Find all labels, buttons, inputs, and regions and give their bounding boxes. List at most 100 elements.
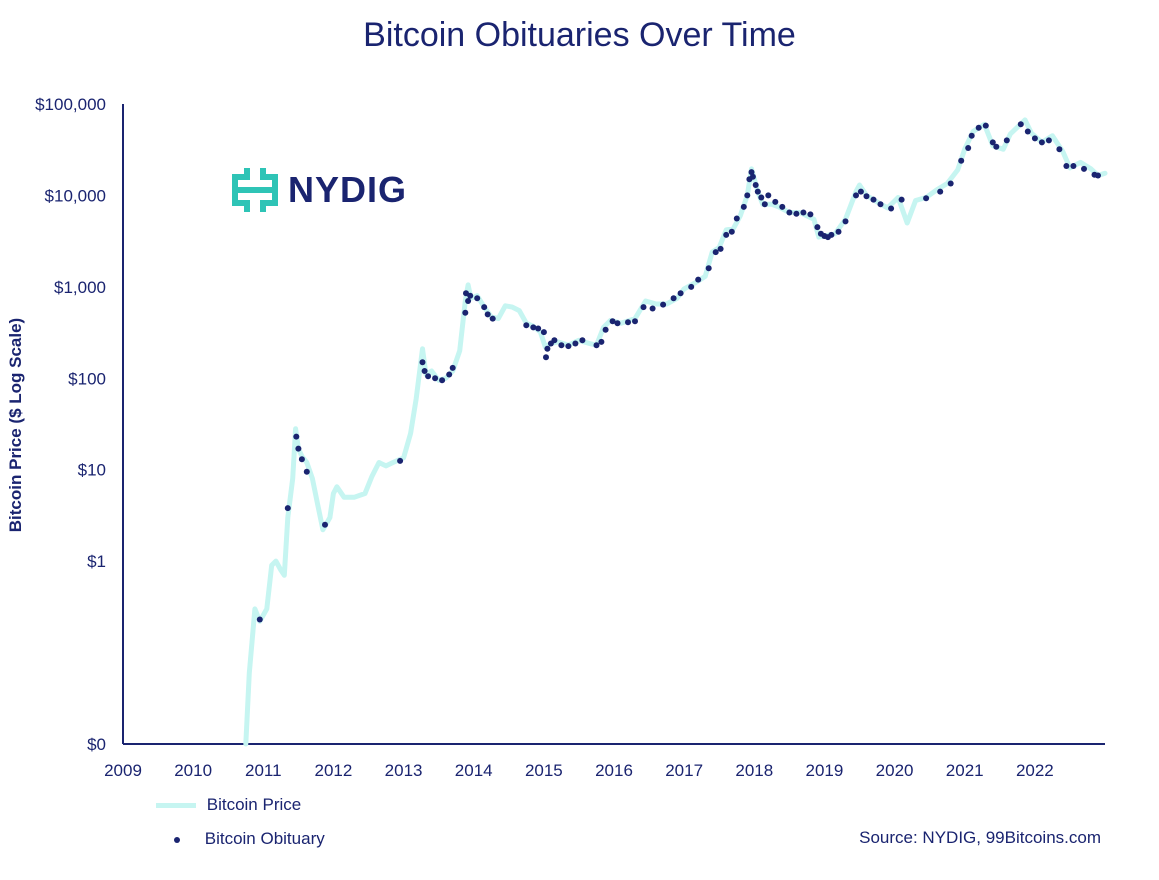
obituary-point: [303, 468, 310, 475]
obituary-point: [439, 377, 446, 384]
obituary-point: [728, 228, 735, 235]
nydig-logo-icon: [232, 168, 278, 212]
obituary-point: [632, 318, 638, 325]
obituary-point: [540, 329, 547, 336]
axis-ticks: 2009 2010 2011 2012 2013 2014 2015 2016 2017 2018…: [35, 95, 1054, 780]
nydig-logo: NYDIG: [230, 165, 407, 215]
obituary-point: [295, 445, 302, 452]
obituary-point: [853, 192, 859, 199]
obituary-point: [800, 209, 807, 216]
obituary-point: [779, 203, 786, 210]
obituary-point: [947, 180, 954, 187]
x-tick-label: 2012: [315, 761, 353, 780]
obituary-point: [293, 433, 300, 440]
obituary-point: [481, 304, 488, 311]
obituary-point: [688, 283, 695, 290]
obituary-point: [937, 188, 944, 195]
obituary-point: [484, 311, 491, 318]
obituary-point: [1070, 163, 1077, 169]
obituary-point: [1024, 128, 1031, 135]
legend-obituary: Bitcoin Obituary: [156, 829, 325, 849]
obituary-point: [432, 375, 439, 382]
chart-axes: [122, 104, 1105, 745]
obituary-point: [712, 249, 719, 256]
obituary-point: [614, 320, 621, 327]
obituary-point: [758, 194, 765, 201]
obituary-point: [602, 326, 609, 333]
obituary-point: [677, 290, 684, 297]
obituary-point: [609, 318, 616, 325]
obituary-point: [551, 337, 558, 344]
obituary-point: [474, 295, 481, 302]
obituary-point: [877, 201, 884, 208]
y-tick-label: $1: [87, 552, 106, 571]
obituary-point: [670, 295, 677, 302]
obituary-point: [322, 521, 328, 528]
y-tick-label: $10,000: [45, 186, 106, 205]
legend-obituary-label: Bitcoin Obituary: [204, 829, 325, 848]
obituary-point: [772, 198, 779, 205]
obituary-point: [761, 201, 768, 208]
obituary-point: [888, 205, 895, 212]
obituary-point: [593, 342, 600, 349]
x-tick-label: 2018: [735, 761, 773, 780]
legend-price-swatch: [156, 803, 196, 809]
obituary-point: [705, 265, 712, 272]
x-tick-label: 2021: [946, 761, 984, 780]
obituary-point: [421, 368, 428, 374]
y-tick-label: $1,000: [54, 278, 106, 297]
nydig-logo-text: NYDIG: [288, 169, 408, 210]
obituary-point: [695, 276, 702, 283]
obituary-point: [1081, 165, 1087, 172]
x-tick-label: 2013: [385, 761, 423, 780]
obituary-point: [965, 145, 972, 151]
obituary-point: [993, 143, 1000, 150]
obituary-point: [1038, 139, 1045, 146]
obituary-point: [397, 457, 404, 464]
obituary-point: [558, 342, 565, 349]
obituary-point: [754, 188, 761, 195]
obituary-point: [256, 616, 263, 623]
obituary-point: [958, 157, 965, 164]
obituary-point: [723, 231, 730, 238]
x-tick-label: 2015: [525, 761, 563, 780]
obituary-point: [898, 196, 905, 203]
obituary-point: [598, 338, 605, 345]
obituary-point: [298, 456, 305, 463]
y-tick-label: $100,000: [35, 95, 106, 114]
obituary-point: [544, 345, 551, 352]
y-tick-label: $10: [78, 461, 106, 480]
obituary-point: [1003, 137, 1010, 144]
obituary-point: [1031, 135, 1038, 142]
obituary-point: [786, 209, 793, 216]
obituary-point: [842, 218, 849, 225]
obituary-point: [649, 305, 656, 312]
legend-price: Bitcoin Price: [156, 795, 301, 815]
x-tick-label: 2009: [104, 761, 142, 780]
x-tick-label: 2022: [1016, 761, 1054, 780]
obituary-point: [572, 340, 579, 347]
obituary-point: [640, 304, 647, 311]
source-note: Source: NYDIG, 99Bitcoins.com: [859, 828, 1101, 847]
obituary-point: [467, 292, 474, 299]
obituary-point: [530, 324, 537, 331]
obituary-point: [835, 228, 842, 235]
obituary-point: [1045, 137, 1052, 144]
obituary-point: [489, 315, 496, 322]
obituary-point: [717, 245, 724, 252]
obituary-point: [793, 210, 800, 217]
obituary-point: [975, 124, 982, 131]
y-tick-label: $0: [87, 735, 106, 754]
obituary-point: [660, 301, 667, 308]
obituary-point: [752, 182, 759, 188]
chart-title: Bitcoin Obituaries Over Time: [363, 16, 796, 54]
obituary-point: [740, 203, 747, 210]
obituary-point: [1017, 121, 1024, 128]
obituary-point: [982, 122, 989, 129]
bitcoin-price-series: [243, 117, 1108, 747]
obituary-point: [565, 343, 572, 350]
x-tick-label: 2020: [876, 761, 914, 780]
y-tick-label: $100: [68, 369, 106, 388]
x-tick-label: 2014: [455, 761, 493, 780]
